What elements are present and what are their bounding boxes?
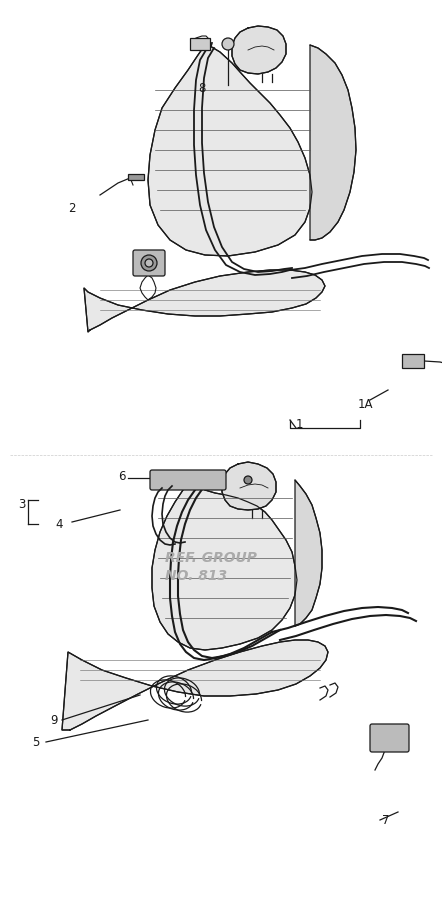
Text: 3: 3 bbox=[18, 499, 25, 511]
Polygon shape bbox=[295, 480, 322, 626]
Text: 7: 7 bbox=[382, 814, 389, 826]
Circle shape bbox=[145, 259, 153, 267]
Text: REF. GROUP: REF. GROUP bbox=[165, 551, 257, 565]
FancyBboxPatch shape bbox=[133, 250, 165, 276]
Text: 4: 4 bbox=[55, 519, 62, 531]
Polygon shape bbox=[62, 640, 328, 730]
Circle shape bbox=[244, 476, 252, 484]
Circle shape bbox=[141, 255, 157, 271]
Polygon shape bbox=[222, 462, 276, 510]
Polygon shape bbox=[310, 45, 356, 240]
Polygon shape bbox=[84, 270, 325, 332]
FancyBboxPatch shape bbox=[128, 174, 144, 180]
Text: NO. 813: NO. 813 bbox=[165, 569, 227, 583]
Polygon shape bbox=[148, 45, 312, 256]
Text: 2: 2 bbox=[68, 201, 76, 215]
Text: 8: 8 bbox=[198, 82, 206, 95]
FancyBboxPatch shape bbox=[190, 38, 210, 50]
Text: 1: 1 bbox=[296, 419, 304, 431]
Polygon shape bbox=[232, 26, 286, 74]
Text: 1A: 1A bbox=[358, 399, 373, 411]
Text: 9: 9 bbox=[50, 713, 57, 726]
FancyBboxPatch shape bbox=[370, 724, 409, 752]
FancyBboxPatch shape bbox=[402, 354, 424, 368]
FancyBboxPatch shape bbox=[150, 470, 226, 490]
Circle shape bbox=[222, 38, 234, 50]
Polygon shape bbox=[152, 480, 297, 650]
Text: 5: 5 bbox=[32, 735, 39, 749]
Text: 6: 6 bbox=[118, 470, 126, 482]
